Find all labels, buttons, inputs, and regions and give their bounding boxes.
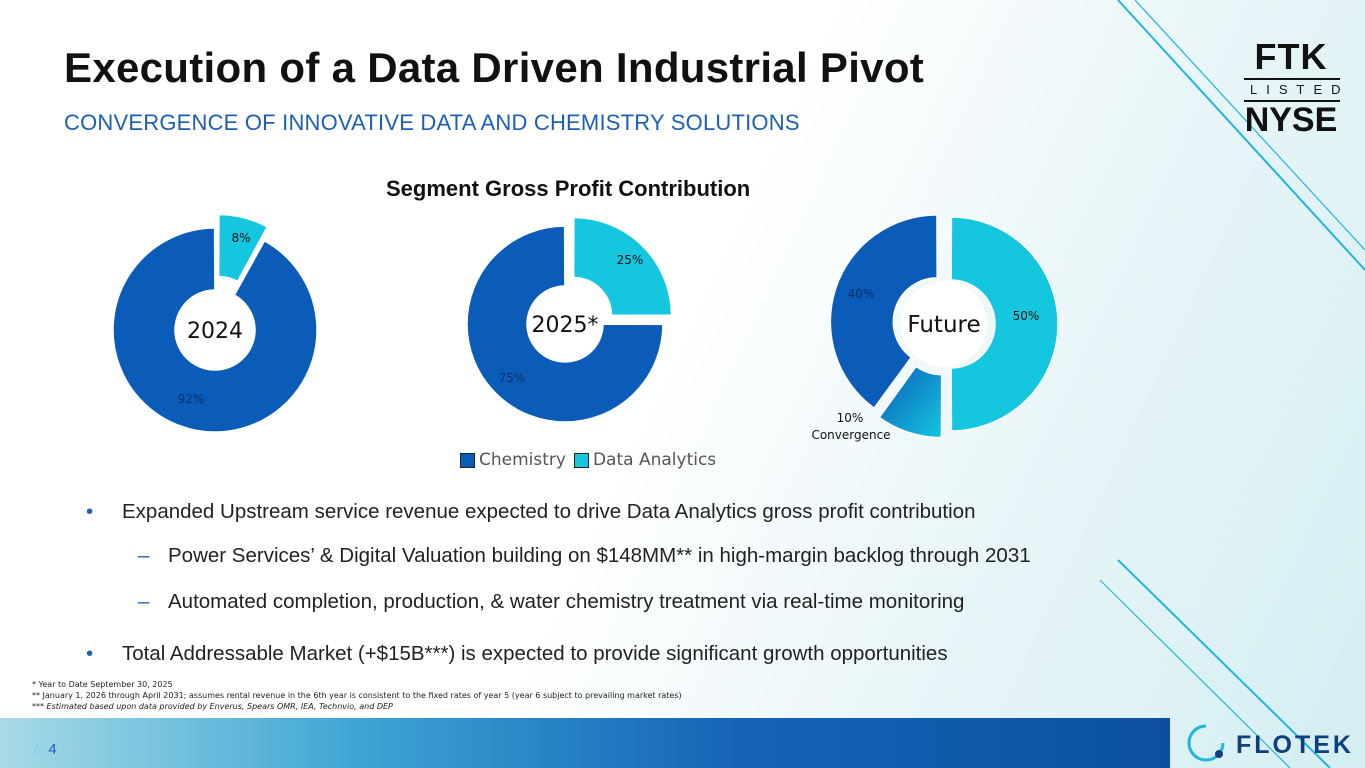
page-number: // 4 bbox=[34, 741, 57, 758]
donut-hole bbox=[528, 287, 602, 361]
sub-bullet-text: Automated completion, production, & wate… bbox=[168, 590, 965, 613]
ftk-nyse-logo: FTK LISTED NYSE bbox=[1236, 38, 1346, 138]
chart-legend: Chemistry Data Analytics bbox=[460, 450, 716, 470]
slice-data-analytics bbox=[572, 216, 673, 317]
slice-data-analytics bbox=[950, 216, 1059, 432]
donut-hole bbox=[176, 291, 254, 369]
slice-chemistry bbox=[112, 227, 318, 433]
footnotes: * Year to Date September 30, 2025 ** Jan… bbox=[32, 679, 682, 712]
bullet-marker: • bbox=[86, 642, 94, 665]
page-subtitle: CONVERGENCE OF INNOVATIVE DATA AND CHEMI… bbox=[64, 110, 800, 135]
flotek-logo: FLOTEK bbox=[1176, 718, 1365, 768]
bullet-text: Expanded Upstream service revenue expect… bbox=[122, 500, 976, 523]
slice-label: 10% bbox=[837, 411, 864, 425]
page-title: Execution of a Data Driven Industrial Pi… bbox=[64, 44, 925, 91]
slice-chemistry bbox=[466, 225, 664, 423]
slice-label: 50% bbox=[1013, 309, 1040, 323]
donut-hole bbox=[901, 281, 987, 367]
chart-title: Segment Gross Profit Contribution bbox=[386, 176, 751, 201]
bullet-item: • Total Addressable Market (+$15B***) is … bbox=[86, 642, 948, 666]
slice-label: 25% bbox=[617, 253, 644, 267]
page-number-value: 4 bbox=[48, 741, 57, 758]
slice-data-analytics bbox=[217, 213, 269, 283]
legend-swatch-data-analytics bbox=[573, 452, 589, 468]
legend-chemistry: Chemistry bbox=[460, 450, 566, 470]
sub-bullet-marker: – bbox=[138, 590, 150, 613]
slice-label: 75% bbox=[499, 371, 526, 385]
slice-sublabel: Convergence bbox=[811, 428, 890, 442]
slice-chemistry bbox=[829, 214, 938, 410]
sub-bullet-marker: – bbox=[138, 544, 150, 567]
footnote: *** Estimated based upon data provided b… bbox=[32, 702, 393, 711]
bullet-marker: • bbox=[86, 500, 94, 523]
legend-label-chemistry: Chemistry bbox=[479, 450, 566, 470]
donut-center-label: 2024 bbox=[187, 319, 243, 344]
legend-data-analytics: Data Analytics bbox=[573, 450, 717, 470]
footnote: * Year to Date September 30, 2025 bbox=[32, 680, 173, 689]
flotek-wordmark: FLOTEK bbox=[1236, 731, 1354, 759]
logo-nyse: NYSE bbox=[1244, 101, 1338, 139]
bullet-text: Total Addressable Market (+$15B***) is e… bbox=[122, 642, 948, 665]
donut-center-label: 2025* bbox=[532, 313, 599, 338]
footer-bar bbox=[0, 718, 1170, 768]
bullet-item: • Expanded Upstream service revenue expec… bbox=[86, 500, 975, 524]
slice-convergence bbox=[878, 365, 943, 439]
flotek-logo-icon bbox=[1187, 724, 1225, 762]
page-prefix: // bbox=[34, 741, 43, 758]
logo-ftk: FTK bbox=[1254, 36, 1328, 77]
logo-listed: LISTED bbox=[1244, 78, 1341, 102]
legend-swatch-chemistry bbox=[460, 452, 475, 468]
legend-label-data-analytics: Data Analytics bbox=[592, 450, 717, 470]
slice-label: 92% bbox=[178, 392, 205, 406]
sub-bullet-item: – Power Services’ & Digital Valuation bui… bbox=[138, 544, 1031, 568]
slice-label: 8% bbox=[231, 231, 250, 245]
slice-label: 40% bbox=[848, 287, 875, 301]
sub-bullet-item: – Automated completion, production, & wat… bbox=[138, 590, 964, 614]
footnote: ** January 1, 2026 through April 2031; a… bbox=[32, 691, 682, 700]
donut-charts: 2024 8% 92% 2025* 25% 75% Future 50% 10% Converge… bbox=[112, 213, 1059, 442]
sub-bullet-text: Power Services’ & Digital Valuation buil… bbox=[168, 544, 1031, 567]
donut-center-label: Future bbox=[907, 312, 980, 338]
